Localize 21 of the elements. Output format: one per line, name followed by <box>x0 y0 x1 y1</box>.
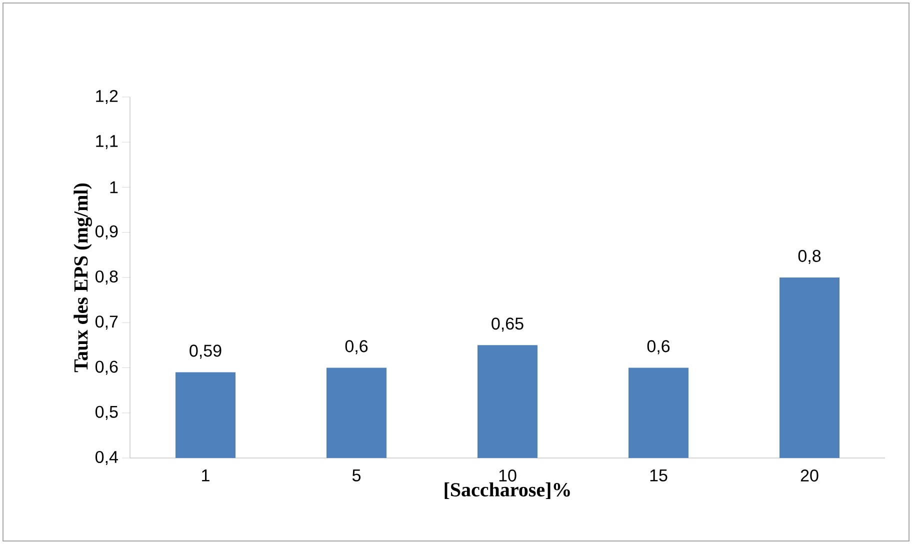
y-axis-title: Taux des EPS (mg/ml) <box>74 183 92 372</box>
data-label: 0,59 <box>190 344 222 359</box>
data-label: 0,6 <box>345 340 368 354</box>
data-label: 0,8 <box>798 250 821 264</box>
y-tick-label: 0,5 <box>95 406 118 420</box>
data-label: 0,65 <box>492 318 524 332</box>
data-label: 0,6 <box>647 340 670 354</box>
y-tick-label: 0,7 <box>95 316 118 330</box>
x-tick-label: 1 <box>202 470 210 482</box>
x-tick-label: 20 <box>800 470 818 482</box>
x-axis-title: [Saccharose]% <box>444 482 570 499</box>
x-tick-label: 10 <box>499 470 516 482</box>
y-tick-label: 0,9 <box>95 225 118 240</box>
y-tick-label: 1,1 <box>96 135 118 150</box>
y-tick-label: 0,8 <box>95 270 118 285</box>
x-tick-label: 5 <box>352 470 361 482</box>
y-tick-label: 0,4 <box>95 450 118 466</box>
y-tick-label: 1 <box>110 181 118 194</box>
y-tick-label: 1,2 <box>96 90 118 104</box>
y-tick-label: 0,6 <box>95 360 118 375</box>
x-tick-label: 15 <box>650 470 668 482</box>
